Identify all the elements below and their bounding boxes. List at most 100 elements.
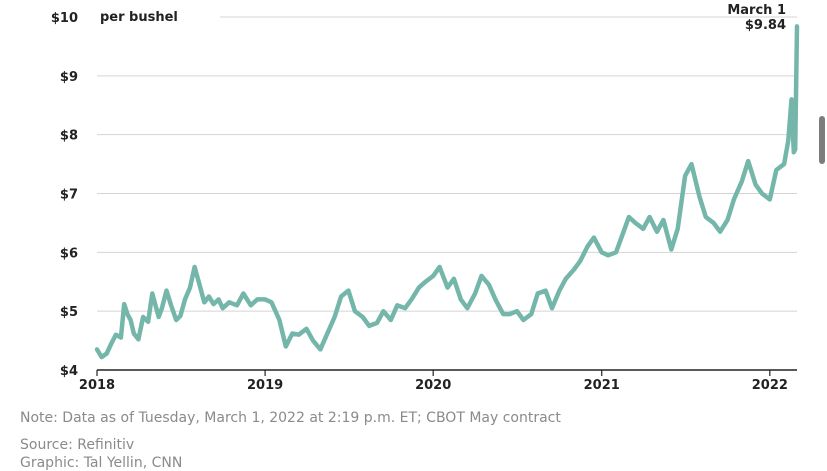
series-layer xyxy=(94,24,800,360)
price-point xyxy=(655,230,659,234)
price-point xyxy=(641,227,645,231)
price-point xyxy=(196,277,200,281)
price-point xyxy=(150,292,154,295)
price-point xyxy=(452,277,456,281)
price-point xyxy=(740,180,744,184)
price-point xyxy=(712,221,716,225)
price-point xyxy=(122,302,126,306)
price-point xyxy=(521,318,525,322)
price-point xyxy=(290,332,294,335)
price-point xyxy=(529,312,533,316)
price-point xyxy=(105,352,109,355)
y-tick-label: $4 xyxy=(60,364,78,379)
price-point xyxy=(353,309,357,313)
y-tick-label: $7 xyxy=(60,188,78,203)
gridlines xyxy=(97,16,797,371)
price-point xyxy=(241,292,245,295)
price-point xyxy=(676,227,680,231)
price-point xyxy=(389,318,393,322)
price-point xyxy=(592,236,596,240)
price-point xyxy=(633,221,637,225)
price-point xyxy=(270,300,273,304)
price-point xyxy=(480,274,483,278)
price-point xyxy=(465,306,469,310)
price-point xyxy=(718,230,722,234)
price-point xyxy=(793,147,797,151)
price-point xyxy=(760,192,764,195)
chart-credit: Graphic: Tal Yellin, CNN xyxy=(20,455,183,471)
price-point xyxy=(792,150,796,154)
price-point xyxy=(790,97,793,101)
price-point xyxy=(188,286,192,290)
price-point xyxy=(277,318,281,322)
price-point xyxy=(704,215,708,219)
price-point xyxy=(544,289,548,293)
y-tick-label: $6 xyxy=(60,246,78,261)
price-point xyxy=(487,283,491,287)
price-point xyxy=(141,315,145,319)
price-point xyxy=(132,332,136,335)
price-point xyxy=(199,289,203,293)
chart-source: Source: Refinitiv xyxy=(20,437,135,453)
price-point xyxy=(557,289,561,293)
price-point xyxy=(375,321,379,325)
price-point xyxy=(493,297,497,301)
price-point xyxy=(154,303,157,307)
x-axis-tick-labels: 2018 2019 2020 2021 2022 xyxy=(79,370,788,393)
price-point xyxy=(100,355,104,359)
x-tick-label: 2020 xyxy=(415,378,451,393)
price-point xyxy=(325,333,329,337)
price-point xyxy=(146,320,150,324)
scrollbar-thumb[interactable] xyxy=(819,116,825,164)
price-point xyxy=(403,306,407,310)
price-point xyxy=(690,162,693,166)
y-tick-label: $5 xyxy=(60,305,78,320)
price-point xyxy=(550,306,554,310)
price-point xyxy=(621,233,624,237)
x-tick-label: 2021 xyxy=(584,378,620,393)
price-point xyxy=(249,303,253,307)
price-point xyxy=(284,345,288,348)
price-point xyxy=(648,215,652,219)
price-point xyxy=(600,250,604,254)
price-point xyxy=(726,218,729,222)
price-point xyxy=(515,309,519,313)
price-point xyxy=(614,250,618,254)
price-point xyxy=(178,314,182,318)
price-point xyxy=(732,197,736,201)
price-point xyxy=(202,300,206,304)
price-point xyxy=(169,303,173,307)
price-point xyxy=(346,289,350,293)
price-point xyxy=(754,183,758,187)
price-point xyxy=(536,292,540,295)
price-point xyxy=(311,339,315,343)
price-point xyxy=(193,265,197,269)
price-point xyxy=(207,295,211,298)
price-point xyxy=(305,327,308,331)
price-point xyxy=(212,302,215,306)
price-point xyxy=(438,265,442,269)
price-point xyxy=(768,197,772,201)
price-point xyxy=(227,300,231,304)
price-point xyxy=(183,297,187,301)
price-point xyxy=(446,286,449,290)
price-point xyxy=(459,297,463,301)
price-point xyxy=(423,280,427,284)
price-point xyxy=(774,168,778,172)
price-point xyxy=(501,312,505,316)
price-point xyxy=(410,297,413,301)
annotation-date: March 1 xyxy=(727,3,786,18)
price-point xyxy=(174,318,178,322)
price-point xyxy=(119,336,123,340)
price-point xyxy=(255,297,259,301)
price-point xyxy=(95,347,99,351)
price-point xyxy=(129,318,133,322)
price-point xyxy=(136,337,140,341)
x-tick-label: 2019 xyxy=(247,378,283,393)
price-point xyxy=(339,295,343,298)
y-axis-tick-labels: $4 $5 $6 $7 $8 $9 $10 xyxy=(51,11,78,379)
price-point xyxy=(235,303,239,307)
x-tick-label: 2018 xyxy=(79,378,115,393)
price-point xyxy=(572,268,576,272)
price-point xyxy=(125,312,129,316)
